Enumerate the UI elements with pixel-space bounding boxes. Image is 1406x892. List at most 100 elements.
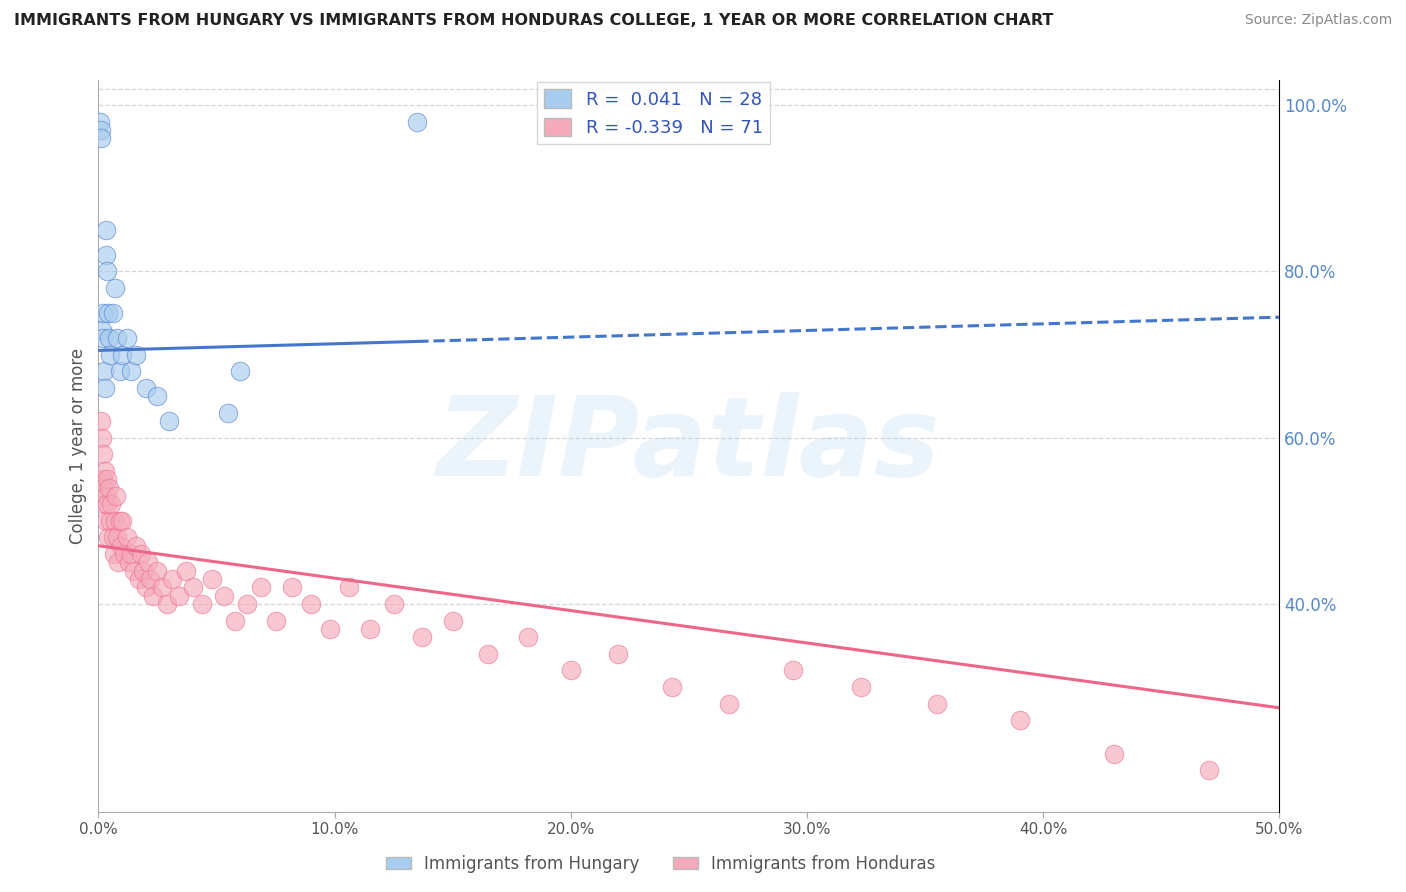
Point xyxy=(236,597,259,611)
Point xyxy=(96,264,118,278)
Point xyxy=(181,580,204,594)
Point xyxy=(91,331,114,345)
Point xyxy=(91,447,114,461)
Point xyxy=(118,555,141,569)
Point xyxy=(174,564,197,578)
Point xyxy=(517,630,540,644)
Point xyxy=(411,630,433,644)
Point xyxy=(201,572,224,586)
Point xyxy=(98,514,121,528)
Point xyxy=(98,331,121,345)
Point xyxy=(157,414,180,428)
Point xyxy=(105,530,128,544)
Point xyxy=(93,481,115,495)
Point xyxy=(167,589,190,603)
Point xyxy=(94,381,117,395)
Point xyxy=(1102,747,1125,761)
Point xyxy=(98,481,121,495)
Point xyxy=(103,547,125,561)
Point xyxy=(101,306,124,320)
Point xyxy=(359,622,381,636)
Text: Source: ZipAtlas.com: Source: ZipAtlas.com xyxy=(1244,13,1392,28)
Point xyxy=(91,306,114,320)
Point xyxy=(97,530,120,544)
Point xyxy=(281,580,304,594)
Point xyxy=(96,472,118,486)
Point xyxy=(90,123,112,137)
Legend: R =  0.041   N = 28, R = -0.339   N = 71: R = 0.041 N = 28, R = -0.339 N = 71 xyxy=(537,82,770,145)
Point xyxy=(111,514,134,528)
Point xyxy=(105,489,128,503)
Point xyxy=(229,364,252,378)
Point xyxy=(112,547,135,561)
Point xyxy=(125,539,148,553)
Point xyxy=(132,564,155,578)
Point xyxy=(94,489,117,503)
Point xyxy=(607,647,630,661)
Point xyxy=(156,597,179,611)
Point xyxy=(146,564,169,578)
Point xyxy=(94,248,117,262)
Point xyxy=(382,597,405,611)
Point xyxy=(250,580,273,594)
Text: IMMIGRANTS FROM HUNGARY VS IMMIGRANTS FROM HONDURAS COLLEGE, 1 YEAR OR MORE CORR: IMMIGRANTS FROM HUNGARY VS IMMIGRANTS FR… xyxy=(14,13,1053,29)
Point xyxy=(110,539,132,553)
Point xyxy=(111,348,134,362)
Point xyxy=(142,589,165,603)
Point xyxy=(91,472,114,486)
Point xyxy=(150,580,173,594)
Point xyxy=(121,547,143,561)
Point xyxy=(782,664,804,678)
Point xyxy=(224,614,246,628)
Point xyxy=(93,497,115,511)
Point xyxy=(104,281,127,295)
Point xyxy=(217,406,239,420)
Point xyxy=(115,331,138,345)
Point xyxy=(925,697,948,711)
Y-axis label: College, 1 year or more: College, 1 year or more xyxy=(69,348,87,544)
Point xyxy=(94,464,117,478)
Point xyxy=(1008,714,1031,728)
Point xyxy=(98,348,121,362)
Point xyxy=(661,680,683,694)
Point xyxy=(105,331,128,345)
Point xyxy=(89,115,111,129)
Point xyxy=(441,614,464,628)
Point xyxy=(319,622,342,636)
Point xyxy=(93,364,115,378)
Point xyxy=(115,530,138,544)
Point xyxy=(108,514,131,528)
Point xyxy=(91,323,114,337)
Point xyxy=(91,431,114,445)
Point xyxy=(107,555,129,569)
Point xyxy=(122,564,145,578)
Point xyxy=(477,647,499,661)
Legend: Immigrants from Hungary, Immigrants from Honduras: Immigrants from Hungary, Immigrants from… xyxy=(380,848,942,880)
Point xyxy=(96,497,118,511)
Point xyxy=(851,680,873,694)
Point xyxy=(146,389,169,403)
Point xyxy=(136,555,159,569)
Point xyxy=(135,580,157,594)
Point xyxy=(125,348,148,362)
Point xyxy=(212,589,235,603)
Point xyxy=(299,597,322,611)
Point xyxy=(139,572,162,586)
Point xyxy=(129,547,152,561)
Point xyxy=(94,514,117,528)
Point xyxy=(560,664,582,678)
Point xyxy=(121,364,143,378)
Point xyxy=(191,597,214,611)
Point xyxy=(101,530,124,544)
Point xyxy=(90,414,112,428)
Point xyxy=(718,697,741,711)
Point xyxy=(135,381,157,395)
Point xyxy=(160,572,183,586)
Point xyxy=(406,115,429,129)
Point xyxy=(97,306,120,320)
Point xyxy=(264,614,287,628)
Point xyxy=(100,497,122,511)
Text: ZIPatlas: ZIPatlas xyxy=(437,392,941,500)
Point xyxy=(337,580,360,594)
Point xyxy=(1198,763,1220,777)
